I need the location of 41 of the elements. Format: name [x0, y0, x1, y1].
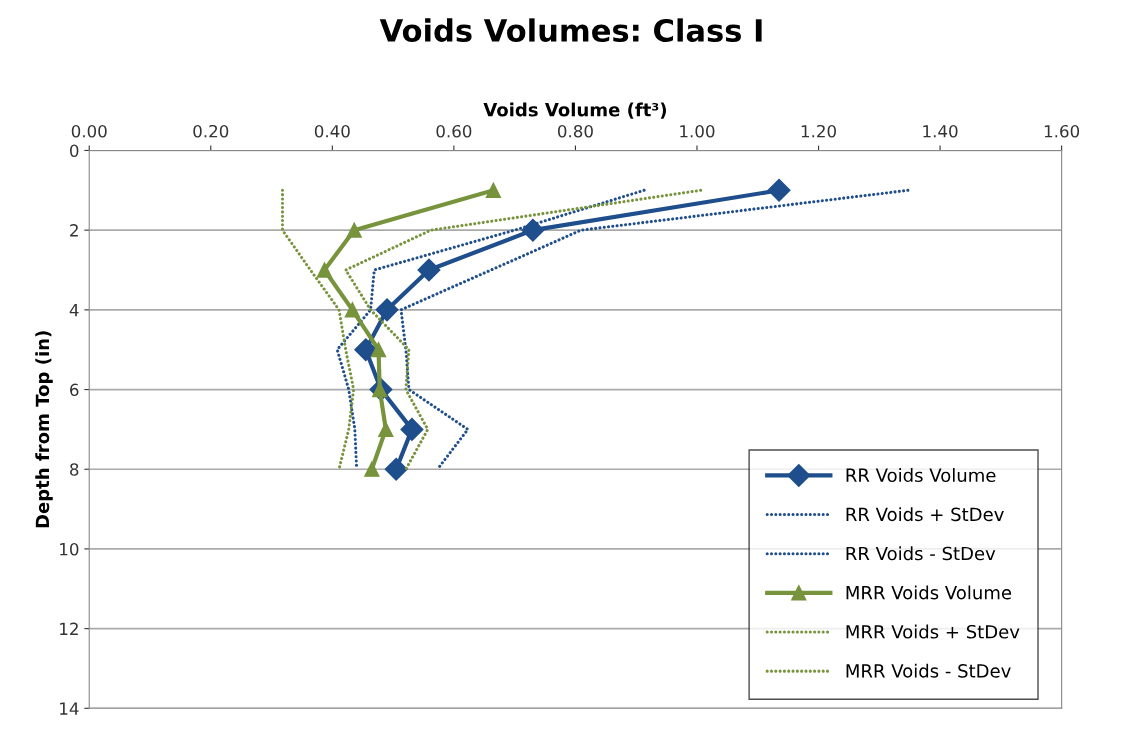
legend-label: RR Voids Volume [846, 468, 996, 483]
chart-title: Voids Volumes: Class I [379, 18, 762, 42]
x-tick-label: 0.40 [314, 124, 350, 138]
x-tick-label: 1.40 [923, 124, 958, 138]
x-tick-label: 0.80 [557, 124, 593, 138]
legend-label: MRR Voids + StDev [846, 624, 1020, 639]
point [364, 461, 380, 477]
point [767, 178, 791, 202]
point [375, 298, 399, 322]
point [370, 342, 387, 358]
point [521, 218, 545, 242]
x-tick-label: 0.20 [193, 124, 229, 138]
x-tick-label: 1.20 [801, 124, 836, 138]
legend-label: MRR Voids Volume [846, 585, 1012, 600]
y-tick-label: 10 [60, 542, 79, 556]
point [384, 457, 408, 481]
legend-label: RR Voids + StDev [846, 507, 1004, 522]
point [316, 262, 333, 278]
legend-label: MRR Voids - StDev [846, 663, 1011, 678]
x-tick-label: 1.00 [680, 124, 715, 138]
y-tick-label: 14 [60, 702, 79, 715]
y-tick-label: 4 [69, 304, 79, 317]
y-tick-label: 12 [60, 622, 78, 635]
x-axis-title: Voids Volume (ft³) [483, 102, 666, 119]
point [344, 302, 361, 318]
x-tick-label: 0.60 [436, 124, 472, 138]
point [378, 421, 394, 438]
point [354, 338, 378, 362]
point [400, 417, 424, 441]
point [485, 182, 502, 198]
y-axis-title: Depth from Top (in) [35, 331, 53, 528]
x-tick-label: 1.60 [1044, 124, 1080, 138]
y-tick-label: 0 [70, 144, 79, 158]
x-tick-label: 0.00 [71, 124, 107, 138]
y-tick-label: 6 [70, 383, 79, 397]
y-tick-label: 2 [70, 224, 78, 237]
point [417, 258, 441, 282]
point [346, 222, 362, 238]
legend-label: RR Voids - StDev [846, 546, 996, 561]
line-series [280, 188, 356, 471]
y-tick-label: 8 [70, 463, 79, 476]
